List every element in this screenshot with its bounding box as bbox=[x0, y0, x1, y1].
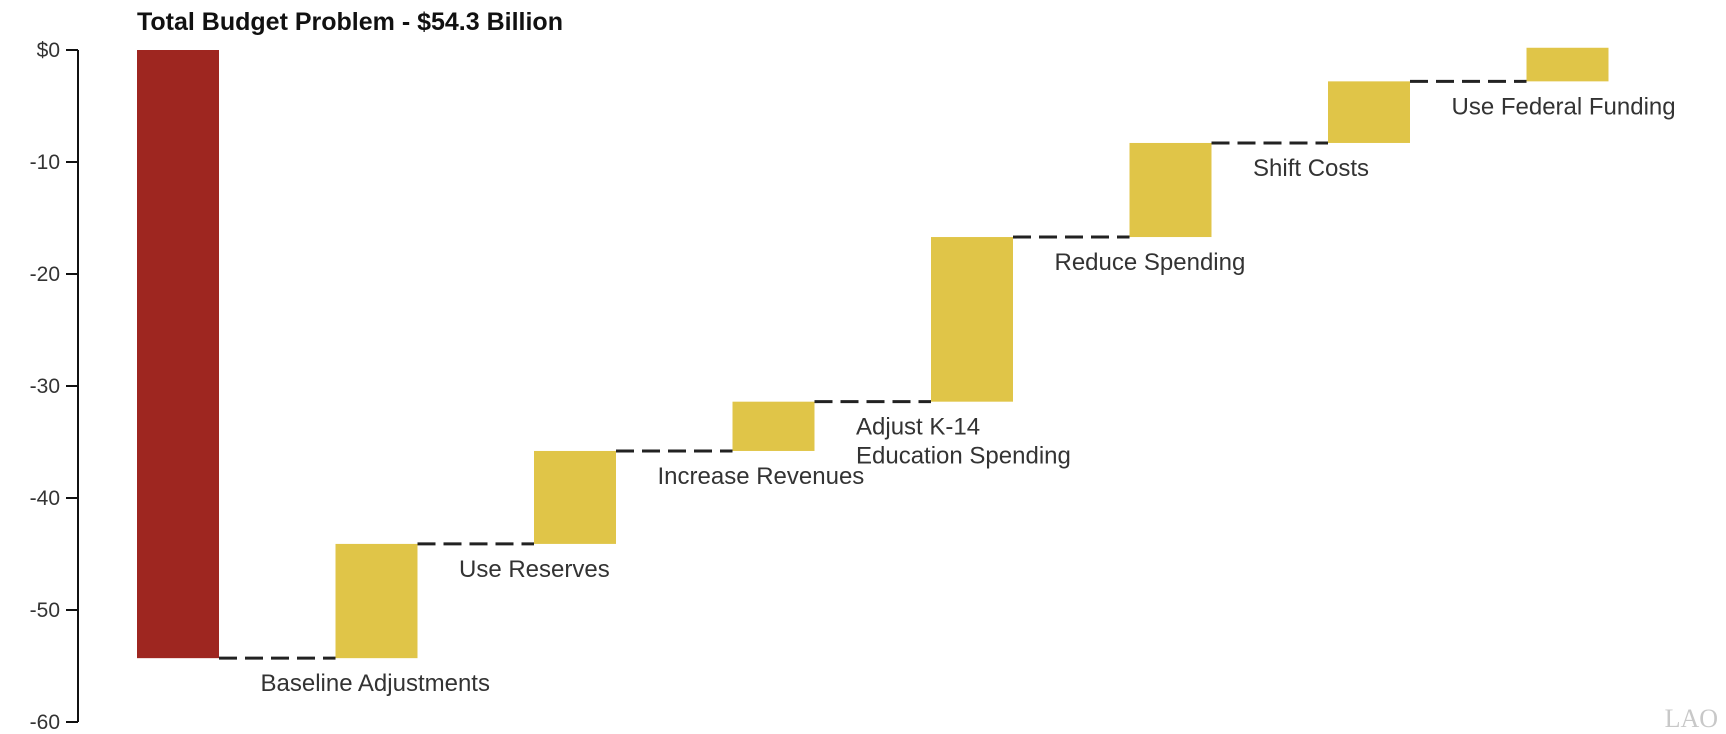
y-tick-label: -30 bbox=[30, 375, 60, 398]
bar-label: Adjust K-14 Education Spending bbox=[856, 414, 1071, 470]
bars bbox=[137, 47, 1609, 659]
step-bar bbox=[534, 450, 616, 544]
lao-logo: LAO bbox=[1665, 704, 1718, 733]
step-bar bbox=[732, 401, 815, 451]
bar-label: Baseline Adjustments bbox=[261, 670, 490, 697]
step-bar bbox=[335, 543, 418, 659]
step-bar bbox=[931, 237, 1013, 402]
bar-label: Use Reserves bbox=[459, 556, 610, 583]
total-bar bbox=[137, 50, 219, 659]
y-tick-label: $0 bbox=[37, 39, 60, 62]
step-bar bbox=[1129, 142, 1212, 238]
bar-label: Increase Revenues bbox=[658, 463, 865, 490]
connector-lines bbox=[219, 79, 1527, 660]
bar-label: Shift Costs bbox=[1253, 155, 1369, 182]
bar-label: Reduce Spending bbox=[1055, 249, 1246, 276]
step-bar bbox=[1328, 81, 1410, 143]
step-bar bbox=[1526, 47, 1609, 82]
y-tick-label: -60 bbox=[30, 711, 60, 734]
y-tick-label: -40 bbox=[30, 487, 60, 510]
y-axis: $0 -10 -20 -30 -40 -50 -60 bbox=[30, 39, 79, 734]
bar-labels: Baseline Adjustments Use Reserves Increase… bbox=[261, 93, 1676, 697]
chart-title: Total Budget Problem - $54.3 Billion bbox=[137, 8, 563, 36]
y-tick-label: -10 bbox=[30, 151, 60, 174]
bar-label: Use Federal Funding bbox=[1452, 93, 1676, 120]
y-tick-label: -50 bbox=[30, 599, 60, 622]
y-tick-label: -20 bbox=[30, 263, 60, 286]
